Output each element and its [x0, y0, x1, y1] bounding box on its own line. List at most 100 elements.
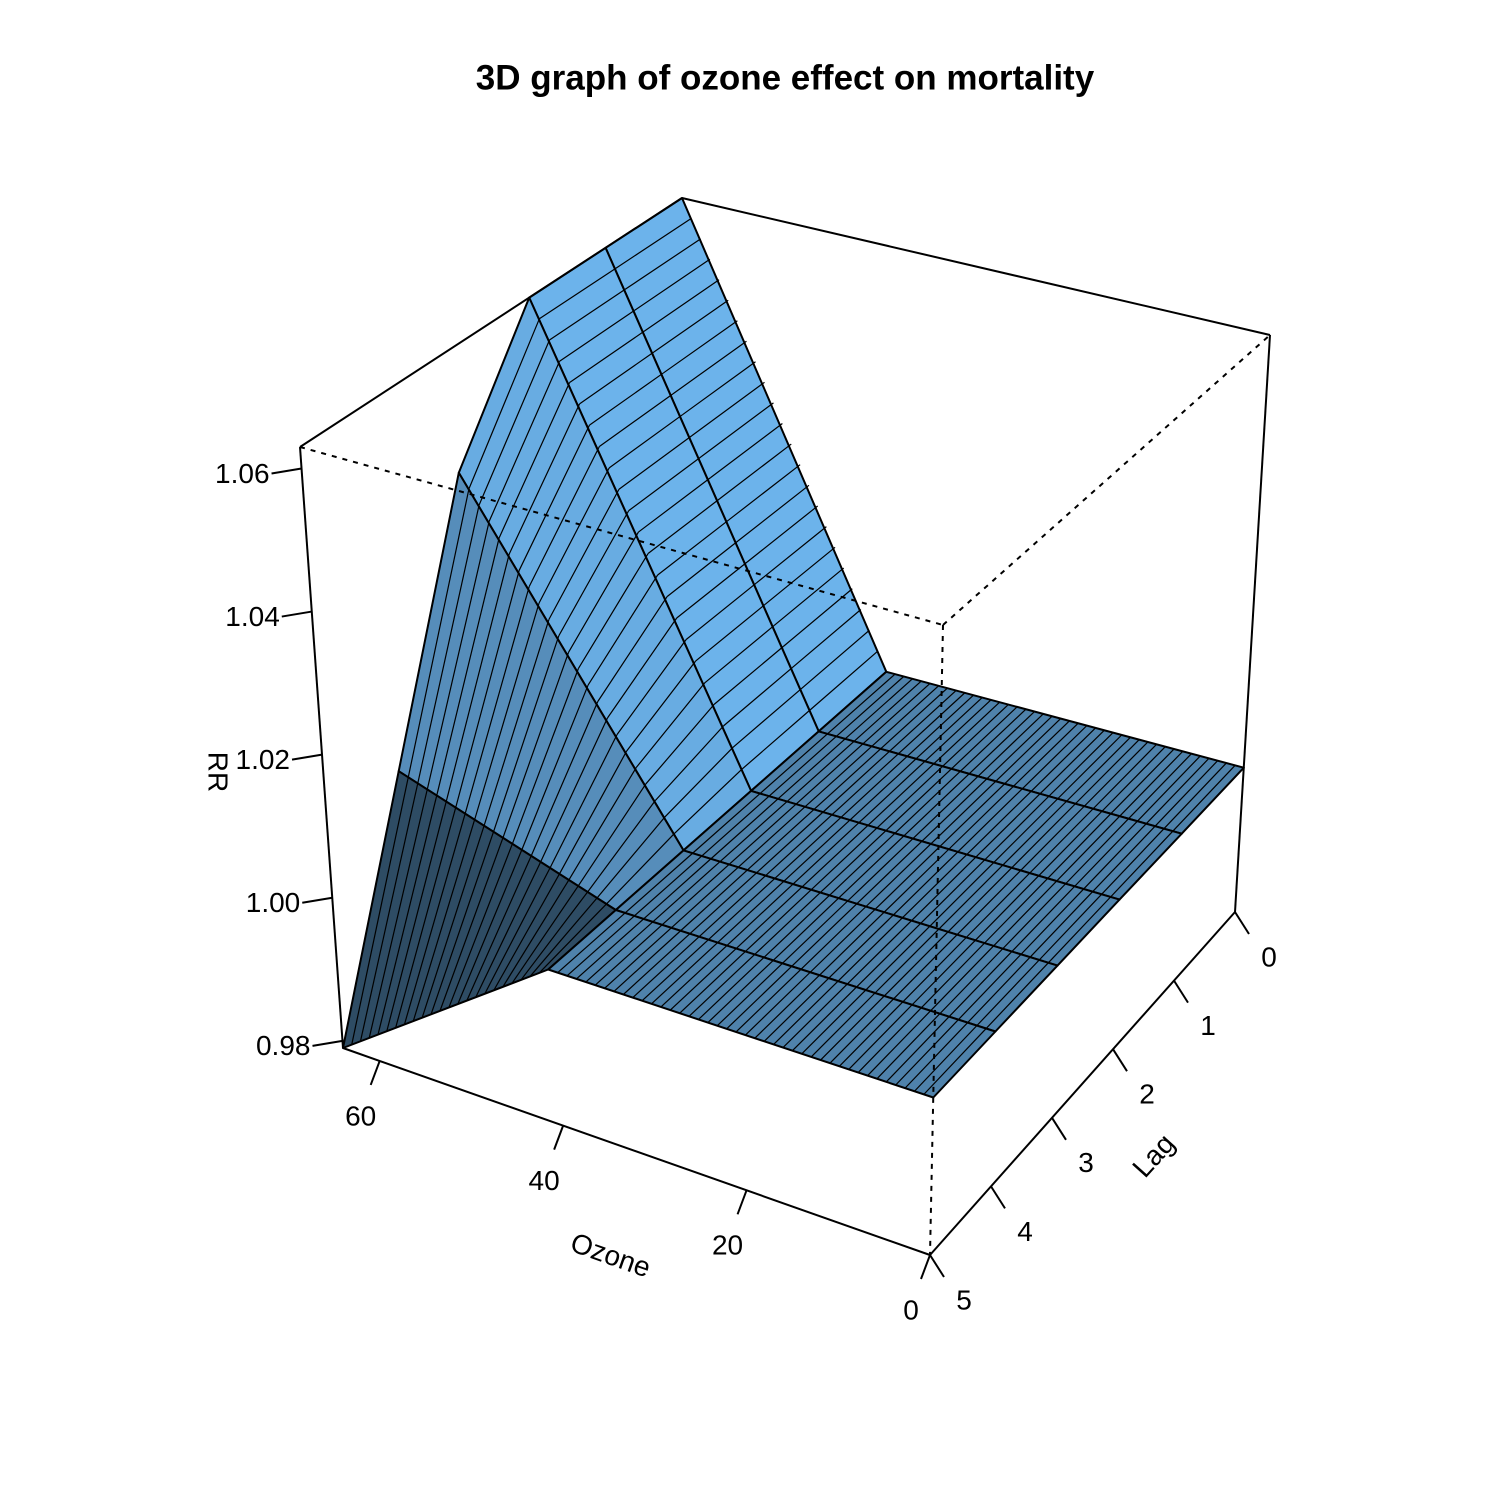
mesh-line: [596, 816, 666, 899]
mesh-line: [1048, 732, 1114, 797]
y-tick-label: 0: [1261, 941, 1277, 972]
mesh-line: [1020, 805, 1085, 871]
mesh-line: [791, 986, 857, 1052]
mesh-line: [445, 553, 510, 802]
z-tick-label: 0.98: [256, 1030, 311, 1061]
mesh-line: [577, 553, 649, 669]
mesh-line: [549, 288, 626, 341]
mesh-line: [645, 703, 715, 785]
z-tick: [271, 467, 302, 475]
mesh-line: [359, 783, 419, 1042]
mesh-line: [1092, 743, 1157, 810]
mesh-line: [558, 510, 630, 637]
mesh-line: [746, 809, 815, 871]
mesh-line: [538, 903, 607, 974]
mesh-line: [606, 617, 678, 719]
mesh-line: [728, 464, 801, 521]
mesh-line: [901, 854, 968, 919]
mesh-line: [539, 268, 616, 320]
mesh-line: [635, 682, 706, 768]
mesh-line: [698, 956, 765, 1020]
mesh-line: [985, 962, 1049, 1029]
mesh-line: [421, 825, 485, 1019]
mesh-line: [1110, 748, 1175, 815]
y-tick: [1112, 1048, 1128, 1072]
mesh-line: [455, 570, 520, 808]
mesh-line: [468, 318, 540, 490]
mesh-line: [966, 790, 1032, 855]
mesh-line: [682, 361, 756, 416]
mesh-line: [957, 953, 1022, 1021]
mesh-line: [530, 701, 599, 856]
mesh-line: [689, 872, 757, 935]
z-tick-label: 1.00: [246, 887, 301, 918]
mesh-line: [512, 668, 579, 844]
mesh-line: [643, 858, 712, 920]
mesh-line: [608, 414, 683, 469]
mesh-line: [763, 894, 830, 958]
mesh-line: [942, 704, 1009, 767]
x-tick-label: 40: [529, 1165, 560, 1196]
mesh-line: [911, 856, 977, 922]
mesh-line: [737, 484, 810, 542]
mesh-line: [540, 717, 609, 862]
mesh-line: [874, 846, 941, 910]
mesh-line: [698, 875, 766, 938]
mesh-line: [528, 446, 600, 587]
mesh-line: [792, 822, 860, 885]
y-tick: [1051, 1117, 1067, 1141]
mesh-line: [508, 403, 581, 555]
mesh-line: [782, 588, 853, 647]
mesh-line: [448, 843, 514, 1008]
mesh-line: [430, 831, 495, 1015]
x-tick-label: 20: [712, 1230, 743, 1261]
mesh-line: [626, 660, 697, 752]
mesh-line: [670, 866, 739, 929]
mesh-line: [735, 886, 803, 949]
mesh-line: [809, 908, 876, 973]
mesh-line: [765, 814, 833, 877]
mesh-line: [511, 885, 579, 984]
mesh-line: [1083, 823, 1147, 890]
mesh-line: [838, 835, 905, 899]
mesh-line: [844, 678, 913, 740]
mesh-line: [1013, 722, 1079, 787]
mesh-line: [800, 629, 870, 690]
mesh-line: [618, 435, 693, 490]
mesh-line: [874, 928, 940, 994]
mesh-line: [652, 861, 721, 923]
mesh-line: [484, 867, 551, 995]
mesh-line: [930, 945, 995, 1012]
mesh-line: [822, 750, 890, 813]
x-tick: [369, 1060, 381, 1086]
y-tick: [1173, 980, 1189, 1004]
mesh-line: [772, 897, 839, 961]
mesh-line: [538, 467, 610, 604]
y-tick: [990, 1185, 1006, 1209]
mesh-line: [377, 795, 438, 1035]
mesh-line: [521, 684, 589, 850]
mesh-line: [691, 381, 765, 437]
mesh-line: [616, 639, 687, 735]
mesh-line: [968, 711, 1035, 775]
mesh-line: [774, 816, 842, 879]
mesh-line: [426, 521, 490, 790]
mesh-line: [1154, 760, 1219, 827]
mesh-line: [474, 602, 540, 820]
mesh-line: [876, 765, 944, 829]
mesh-line: [633, 855, 703, 917]
mesh-line: [828, 832, 896, 896]
mesh-line: [903, 773, 970, 837]
mesh-line: [865, 925, 931, 991]
y-tick-label: 3: [1078, 1147, 1094, 1178]
z-tick-label: 1.04: [225, 601, 280, 632]
mesh-line: [880, 687, 948, 750]
mesh-line: [599, 393, 674, 447]
mesh-line: [768, 735, 837, 797]
mesh-line: [661, 864, 730, 926]
mesh-line: [732, 688, 802, 748]
mesh-line: [783, 819, 851, 882]
mesh-line: [746, 505, 819, 563]
x-tick: [553, 1125, 565, 1150]
